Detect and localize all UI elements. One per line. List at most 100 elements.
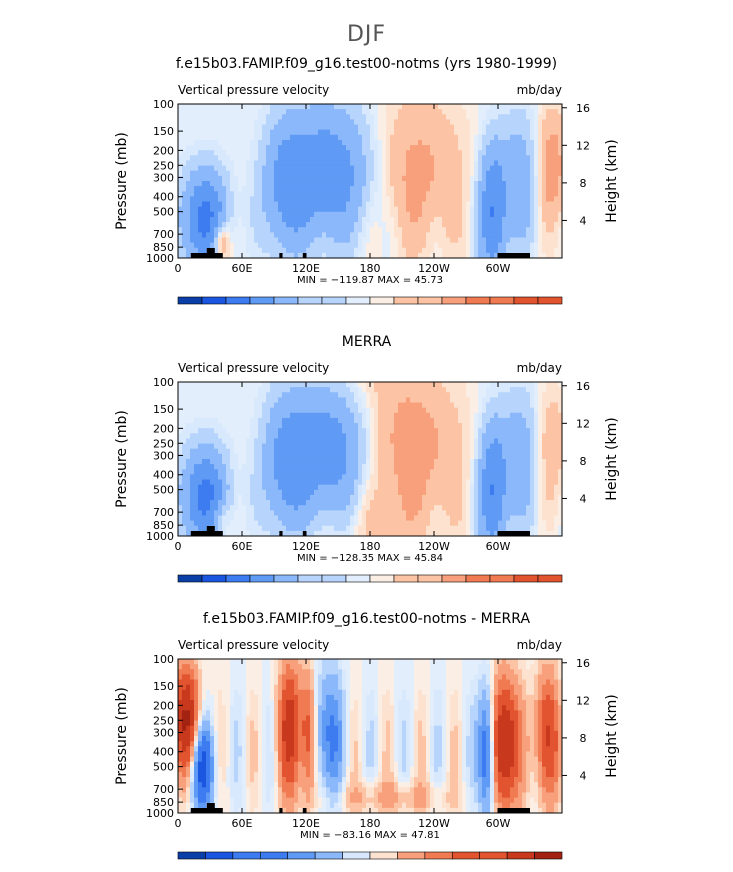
heatmap-cell: [446, 484, 451, 491]
heatmap-cell: [454, 438, 459, 444]
heatmap-cell: [466, 134, 471, 141]
heatmap-cell: [186, 160, 191, 166]
heatmap-cell: [514, 124, 519, 131]
heatmap-cell: [274, 453, 279, 460]
heatmap-cell: [542, 464, 547, 470]
heatmap-cell: [394, 119, 399, 125]
heatmap-cell: [466, 109, 471, 115]
heatmap-cell: [502, 438, 507, 444]
heatmap-cell: [514, 145, 519, 151]
heatmap-cell: [518, 150, 523, 156]
heatmap-cell: [262, 382, 267, 388]
heatmap-cell: [386, 139, 391, 146]
heatmap-cell: [414, 232, 419, 238]
heatmap-cell: [278, 145, 283, 151]
heatmap-cell: [194, 489, 199, 496]
heatmap-cell: [414, 417, 419, 424]
heatmap-cell: [354, 479, 359, 486]
heatmap-cell: [474, 428, 479, 434]
heatmap-cell: [490, 227, 495, 233]
heatmap-cell: [490, 155, 495, 161]
heatmap-cell: [474, 129, 479, 136]
heatmap-cell: [382, 438, 387, 444]
heatmap-cell: [534, 459, 539, 465]
heatmap-cell: [226, 104, 231, 110]
heatmap-cell: [214, 479, 219, 486]
heatmap-cell: [466, 412, 471, 419]
heatmap-cell: [338, 181, 343, 187]
x-tick-label: 120E: [292, 262, 320, 275]
heatmap-cell: [394, 232, 399, 238]
heatmap-cell: [190, 139, 195, 146]
heatmap-cell: [482, 211, 487, 218]
heatmap-cell: [258, 170, 263, 177]
heatmap-cell: [202, 124, 207, 131]
heatmap-cell: [194, 428, 199, 434]
heatmap-cell: [502, 175, 507, 182]
heatmap-cell: [178, 150, 183, 156]
heatmap-cell: [354, 155, 359, 161]
heatmap-cell: [398, 484, 403, 491]
heatmap-cell: [538, 196, 543, 202]
heatmap-cell: [498, 247, 503, 254]
heatmap-cell: [198, 160, 203, 166]
heatmap-cell: [382, 129, 387, 136]
heatmap-cell: [326, 114, 331, 120]
heatmap-cell: [530, 109, 535, 115]
heatmap-cell: [222, 150, 227, 156]
heatmap-cell: [434, 459, 439, 465]
heatmap-cell: [470, 382, 475, 388]
heatmap-cell: [402, 211, 407, 218]
heatmap-cell: [282, 428, 287, 434]
heatmap-cell: [266, 114, 271, 120]
heatmap-cell: [342, 237, 347, 243]
y-tick-label: 500: [153, 206, 174, 219]
heatmap-cell: [354, 139, 359, 146]
heatmap-cell: [218, 479, 223, 486]
heatmap-cell: [190, 464, 195, 470]
heatmap-cell: [382, 124, 387, 131]
heatmap-cell: [490, 114, 495, 120]
heatmap-cell: [482, 428, 487, 434]
heatmap-cell: [374, 145, 379, 151]
heatmap-cell: [338, 407, 343, 414]
heatmap-cell: [194, 402, 199, 409]
heatmap-cell: [278, 124, 283, 131]
heatmap-cell: [202, 247, 207, 254]
heatmap-cell: [226, 124, 231, 131]
heatmap-cell: [426, 474, 431, 480]
heatmap-cell: [186, 114, 191, 120]
heatmap-cell: [522, 474, 527, 480]
heatmap-cell: [478, 150, 483, 156]
heatmap-cell: [526, 247, 531, 254]
heatmap-cell: [526, 469, 531, 475]
heatmap-cell: [262, 479, 267, 486]
heatmap-cell: [478, 479, 483, 486]
heatmap-cell: [222, 155, 227, 161]
heatmap-cell: [518, 119, 523, 125]
heatmap-cell: [438, 417, 443, 424]
heatmap-cell: [522, 237, 527, 243]
heatmap-cell: [242, 134, 247, 141]
heatmap-cell: [198, 237, 203, 243]
heatmap-cell: [422, 464, 427, 470]
heatmap-cell: [386, 242, 391, 249]
heatmap-cell: [550, 387, 555, 393]
heatmap-cell: [482, 252, 487, 259]
heatmap-cell: [306, 453, 311, 460]
heatmap-cell: [414, 181, 419, 187]
y2-tick-label: 8: [580, 177, 587, 190]
heatmap-cell: [450, 211, 455, 218]
heatmap-cell: [458, 232, 463, 238]
heatmap-cell: [254, 382, 259, 388]
heatmap-cell: [398, 222, 403, 228]
heatmap-cell: [330, 443, 335, 450]
heatmap-cell: [186, 469, 191, 475]
heatmap-cell: [238, 155, 243, 161]
heatmap-cell: [182, 181, 187, 187]
heatmap-cell: [178, 119, 183, 125]
heatmap-cell: [478, 433, 483, 439]
heatmap-cell: [502, 145, 507, 151]
heatmap-cell: [226, 170, 231, 177]
heatmap-cell: [338, 237, 343, 243]
